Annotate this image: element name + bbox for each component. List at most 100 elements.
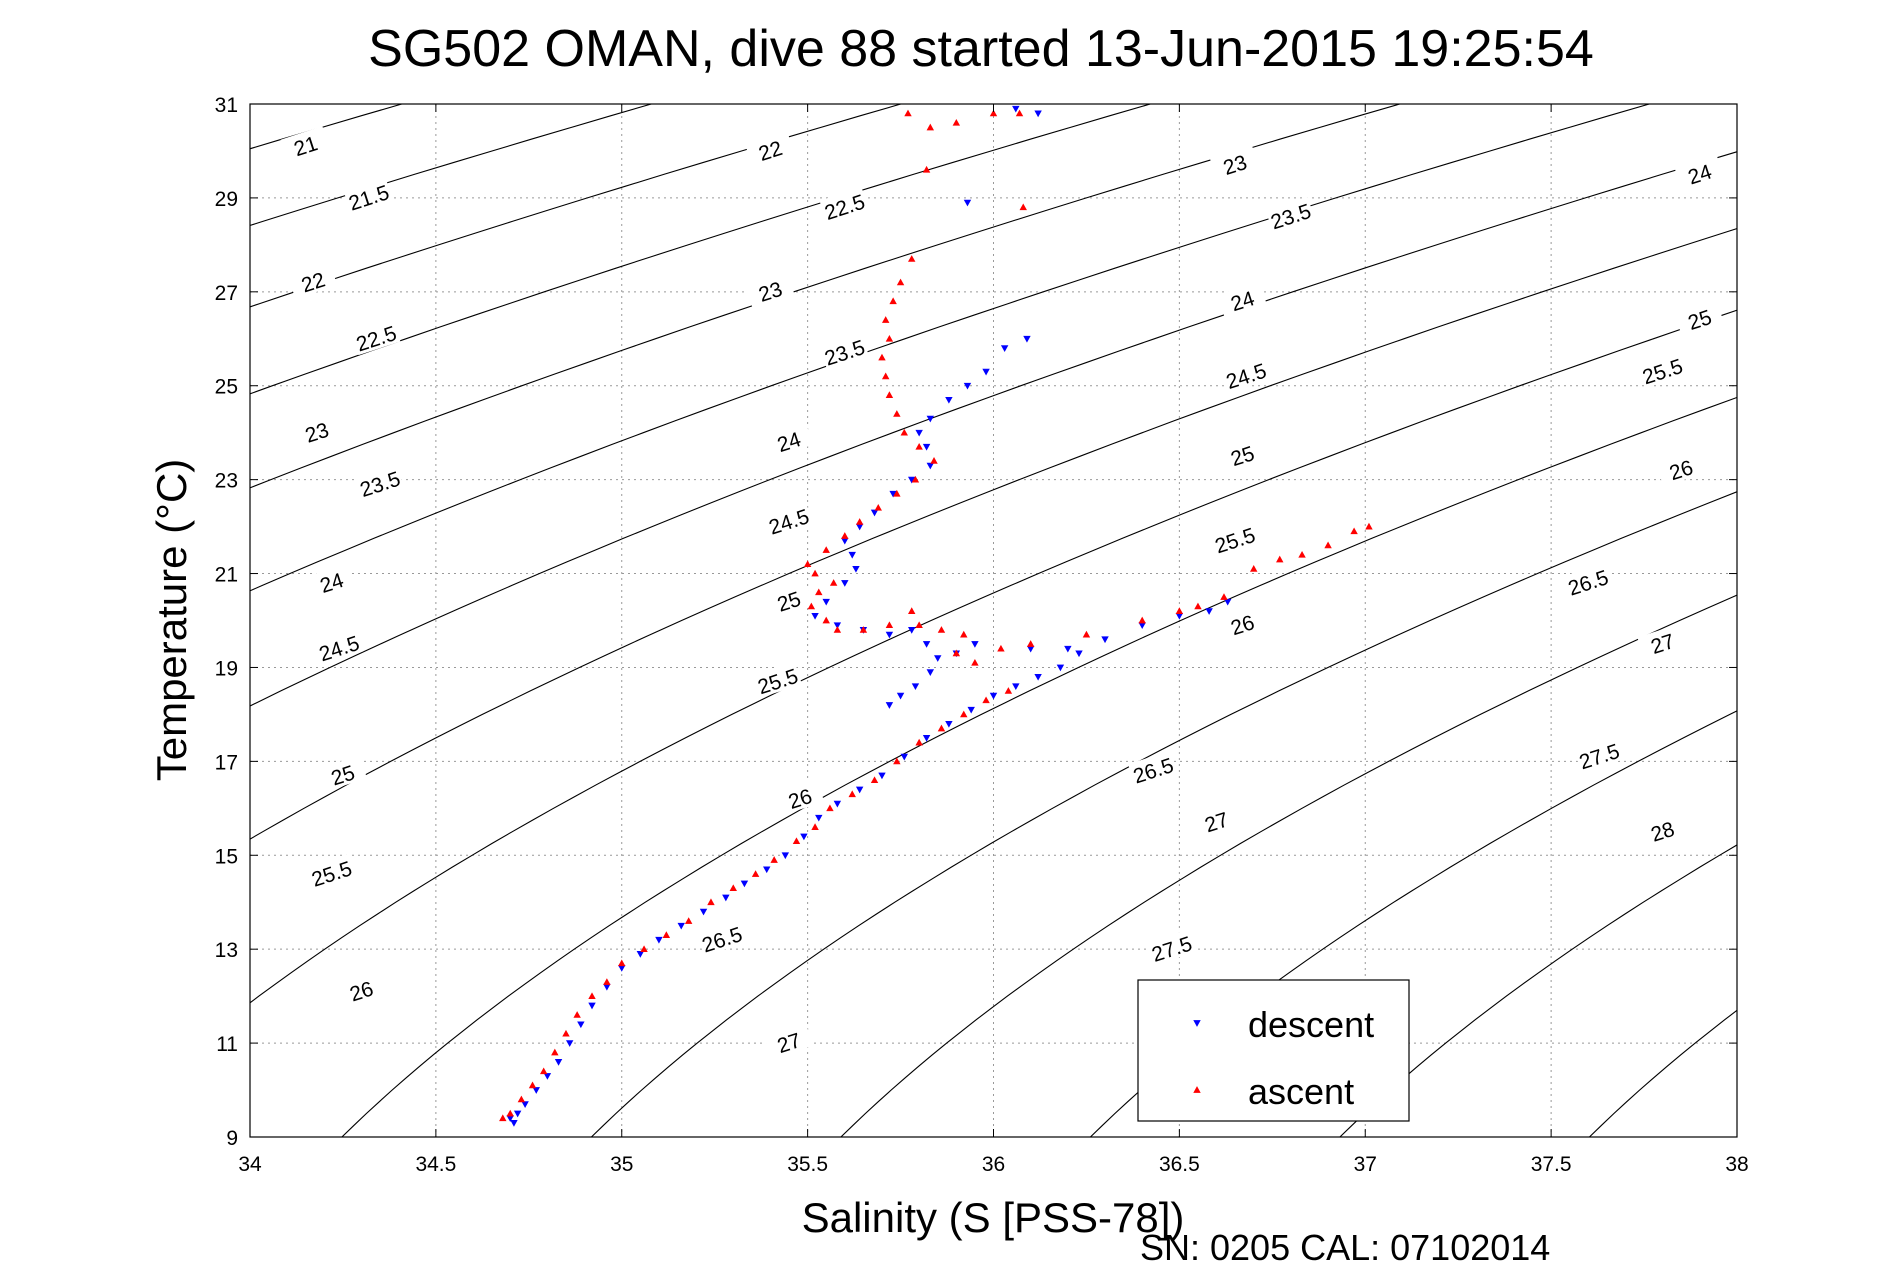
x-tick-label: 35.5	[787, 1153, 828, 1176]
data-points	[499, 105, 1373, 1127]
contour-line-25	[250, 151, 1737, 707]
descent-point	[677, 922, 685, 930]
descent-point	[878, 772, 886, 780]
descent-point	[855, 786, 864, 794]
descent-point	[945, 396, 953, 404]
descent-point	[655, 936, 663, 944]
contour-label-bg	[1637, 623, 1687, 661]
ascent-point	[960, 710, 968, 718]
descent-point	[911, 683, 920, 691]
descent-point	[763, 866, 771, 874]
contour-label: 22.5	[822, 191, 868, 226]
contour-label-bg	[763, 501, 814, 539]
ascent-point	[1026, 640, 1035, 647]
descent-point	[1101, 636, 1109, 644]
contour-label-bg	[745, 130, 795, 168]
density-contours	[250, 81, 1891, 1161]
ascent-point	[997, 644, 1005, 652]
contour-label-bg	[317, 755, 367, 792]
ascent-point	[915, 621, 923, 629]
ascent-point	[826, 804, 834, 812]
contour-label-bg	[1674, 299, 1724, 337]
descent-point	[922, 641, 931, 648]
contour-label: 24.5	[766, 505, 812, 540]
ascent-point	[893, 410, 901, 417]
ascent-point	[893, 489, 901, 497]
legend-descent-marker	[1193, 1020, 1201, 1027]
ascent-point	[971, 658, 979, 666]
ascent-point	[811, 823, 819, 830]
x-tick-label: 37	[1354, 1153, 1377, 1176]
descent-point	[963, 199, 972, 207]
ascent-point	[1175, 607, 1184, 614]
descent-point	[1000, 345, 1009, 352]
legend-box	[1137, 979, 1410, 1122]
contour-label-bg	[1574, 736, 1624, 773]
contour-line-29.5	[1816, 81, 1891, 1161]
descent-point	[971, 641, 979, 648]
ascent-point	[908, 607, 916, 614]
descent-point	[636, 951, 645, 958]
descent-point	[588, 1002, 596, 1010]
descent-point	[1012, 683, 1020, 691]
ascent-point	[878, 353, 886, 361]
descent-point	[967, 706, 975, 714]
ascent-point	[1250, 565, 1258, 572]
descent-point	[1175, 612, 1184, 620]
descent-point	[811, 612, 819, 620]
y-tick-label: 11	[216, 1033, 238, 1056]
ascent-point	[885, 391, 894, 398]
descent-point	[833, 622, 842, 630]
contour-label: 23.5	[1268, 200, 1314, 235]
ascent-point	[885, 334, 894, 342]
contour-labels: 2121.52222.52323.5242222.52323.52424.525…	[280, 126, 1724, 1060]
grid-layer	[250, 104, 1737, 1137]
ascent-point	[952, 118, 961, 126]
ascent-point	[792, 837, 801, 845]
descent-point	[915, 429, 923, 437]
y-tick-label: 21	[215, 564, 238, 587]
contour-label-bg	[306, 853, 356, 891]
descent-point	[989, 692, 998, 700]
ascent-point	[1276, 555, 1284, 563]
contour-line-24	[250, 104, 1402, 489]
ascent-point	[833, 626, 842, 633]
contour-label-bg	[1209, 520, 1260, 557]
contour-line-25.5	[250, 228, 1737, 840]
ascent-point	[881, 372, 890, 380]
ascent-point	[811, 569, 819, 577]
contour-label: 21.5	[346, 181, 392, 216]
contour-label: 25.5	[1212, 524, 1258, 559]
contour-line-23.5	[250, 104, 1153, 395]
contour-label-bg	[1637, 351, 1687, 388]
ascent-point	[915, 442, 923, 450]
ascent-point	[528, 1081, 537, 1089]
ascent-point	[893, 757, 901, 765]
descent-point	[565, 1040, 574, 1047]
ascent-point	[562, 1029, 570, 1037]
contour-label-bg	[1217, 605, 1267, 642]
ascent-point	[603, 978, 611, 985]
ascent-point	[922, 165, 931, 173]
ascent-point	[930, 457, 938, 464]
ascent-point	[926, 123, 935, 131]
ascent-point	[960, 630, 968, 638]
ascent-point	[707, 898, 715, 906]
descent-point	[1034, 110, 1042, 118]
ascent-point	[855, 518, 864, 525]
y-tick-label: 23	[215, 470, 238, 493]
ascent-point	[841, 532, 849, 539]
ascent-point	[989, 109, 998, 117]
legend: descent ascent	[1137, 979, 1410, 1122]
descent-point	[1075, 650, 1083, 658]
ascent-point	[889, 297, 897, 305]
ascent-point	[1015, 109, 1024, 117]
ascent-point	[870, 776, 879, 784]
y-tick-label: 9	[226, 1127, 238, 1150]
ascent-point	[499, 1114, 507, 1122]
descent-point	[781, 852, 790, 860]
descent-point	[554, 1059, 563, 1066]
ascent-point	[1350, 527, 1358, 535]
descent-point	[513, 1110, 522, 1118]
